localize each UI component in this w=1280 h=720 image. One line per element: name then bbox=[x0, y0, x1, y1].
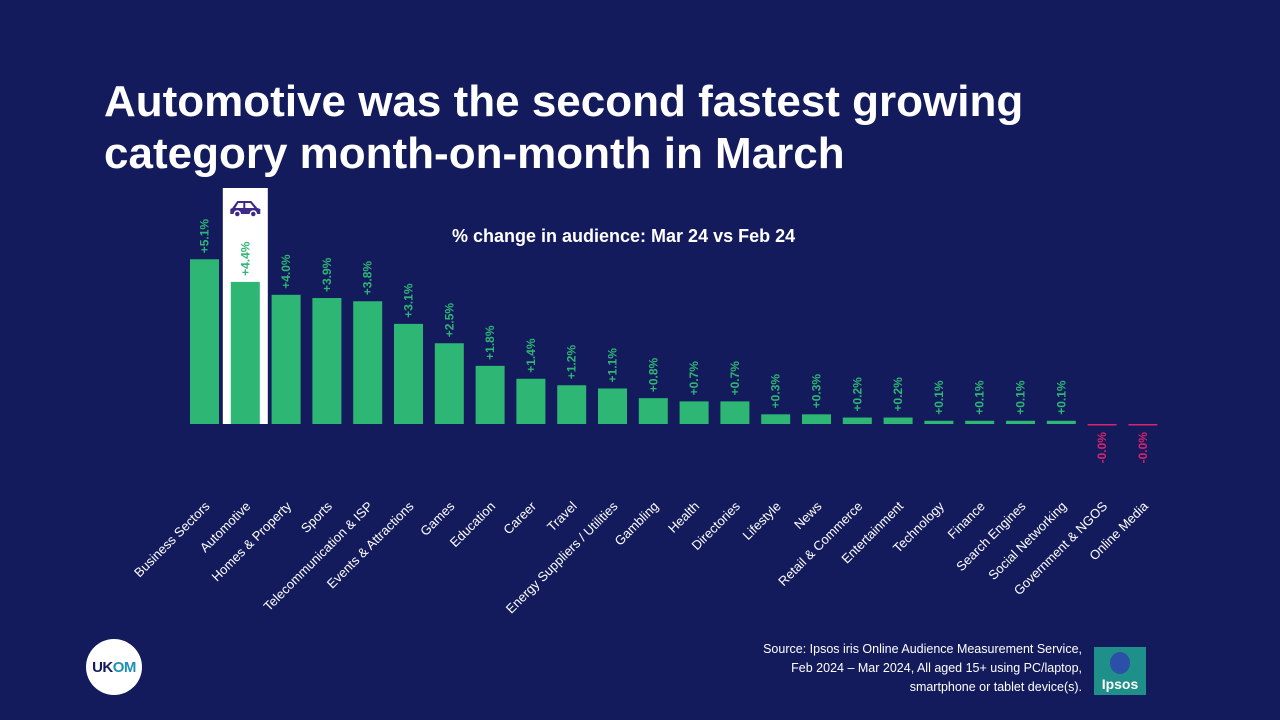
ukom-logo: UK OM bbox=[86, 639, 142, 695]
data-label: +0.2% bbox=[850, 377, 864, 412]
data-label: +3.8% bbox=[361, 261, 375, 296]
category-label: Travel bbox=[544, 498, 580, 534]
bar bbox=[230, 281, 260, 424]
data-label: +0.1% bbox=[1054, 380, 1068, 415]
bar bbox=[1087, 424, 1117, 426]
data-label: +4.0% bbox=[279, 254, 293, 289]
data-label: +3.1% bbox=[402, 283, 416, 318]
category-label: Sports bbox=[298, 498, 336, 536]
bar bbox=[679, 401, 709, 424]
data-label: +1.2% bbox=[565, 345, 579, 380]
data-label: +5.1% bbox=[198, 219, 212, 254]
data-label: +1.1% bbox=[606, 348, 620, 383]
data-label: +1.4% bbox=[524, 338, 538, 373]
category-label: Search Engines bbox=[953, 498, 1029, 574]
bar bbox=[434, 343, 464, 424]
chart-subtitle: % change in audience: Mar 24 vs Feb 24 bbox=[452, 226, 796, 246]
data-label: +0.8% bbox=[646, 357, 660, 392]
bar bbox=[638, 398, 668, 424]
data-label: +2.5% bbox=[442, 303, 456, 338]
data-label: +0.1% bbox=[932, 380, 946, 415]
category-label: Career bbox=[500, 498, 539, 537]
ukom-logo-accent: OM bbox=[112, 658, 137, 676]
bar bbox=[394, 323, 423, 424]
data-label: +0.3% bbox=[810, 374, 824, 409]
data-label: +3.9% bbox=[320, 257, 334, 292]
data-label: -0.0% bbox=[1095, 432, 1109, 464]
data-label: +0.1% bbox=[1014, 380, 1028, 415]
ipsos-mark-icon bbox=[1110, 652, 1130, 674]
bar bbox=[802, 414, 831, 424]
data-label: +0.3% bbox=[769, 374, 783, 409]
bar bbox=[598, 388, 627, 424]
data-label: +0.7% bbox=[728, 361, 742, 396]
data-label: -0.0% bbox=[1136, 432, 1150, 464]
source-note: Source: Ipsos iris Online Audience Measu… bbox=[763, 642, 1082, 694]
chart-title: Automotive was the second fastest growin… bbox=[104, 77, 1024, 178]
ukom-logo-text: UK bbox=[92, 658, 113, 676]
bar bbox=[353, 301, 383, 424]
data-label: +0.1% bbox=[973, 380, 987, 415]
bar bbox=[516, 378, 546, 424]
bar bbox=[842, 417, 872, 424]
car-icon bbox=[230, 201, 261, 218]
bar bbox=[965, 420, 995, 424]
data-label: +1.8% bbox=[483, 325, 497, 360]
bar bbox=[924, 420, 954, 424]
category-label: Gambling bbox=[611, 499, 661, 549]
bar bbox=[1006, 420, 1035, 424]
category-label: Games bbox=[417, 498, 458, 539]
bar bbox=[761, 414, 791, 424]
category-label: Lifestyle bbox=[739, 499, 783, 543]
category-label: Homes & Property bbox=[209, 498, 295, 584]
category-label: News bbox=[791, 498, 825, 532]
data-label: +0.7% bbox=[687, 361, 701, 396]
data-label: +0.2% bbox=[891, 377, 905, 412]
bar bbox=[475, 365, 505, 424]
bar bbox=[557, 385, 587, 424]
ipsos-logo-text: Ipsos bbox=[1101, 676, 1139, 692]
bar bbox=[720, 401, 750, 424]
bar bbox=[190, 259, 219, 424]
bar bbox=[271, 294, 301, 424]
ipsos-logo: Ipsos bbox=[1094, 647, 1146, 695]
category-label: Business Sectors bbox=[131, 498, 213, 580]
bar bbox=[883, 417, 913, 424]
bar bbox=[312, 298, 342, 424]
bar bbox=[1046, 420, 1076, 424]
bar bbox=[1128, 424, 1158, 426]
category-label: Health bbox=[665, 499, 702, 536]
data-label: +4.4% bbox=[238, 241, 252, 276]
